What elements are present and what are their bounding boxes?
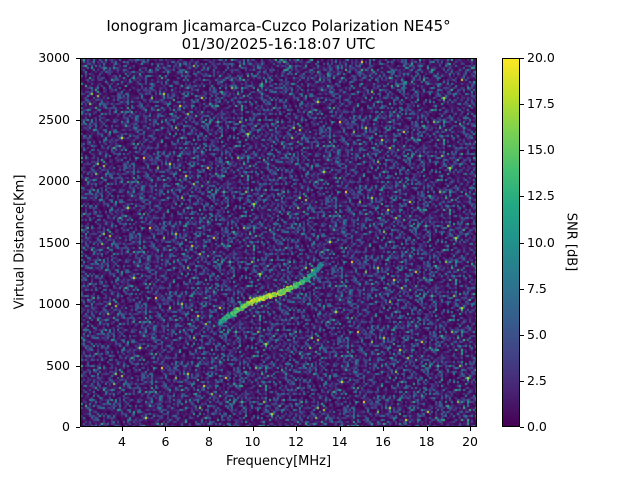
ionogram-heatmap: [81, 59, 476, 426]
colorbar-tick: [520, 104, 524, 106]
title-line: Ionogram Jicamarca-Cuzco Polarization NE…: [106, 17, 451, 35]
x-tick-label: 4: [117, 434, 126, 449]
y-tick-label: 2500: [38, 111, 70, 127]
y-tick: [76, 181, 80, 182]
x-tick-label: 12: [288, 434, 304, 449]
y-axis-label: Virtual Distance[Km]: [12, 174, 28, 310]
colorbar-tick: [520, 196, 524, 198]
y-tick: [76, 242, 80, 244]
x-tick: [470, 427, 472, 431]
x-tick-label: 6: [161, 434, 170, 449]
y-tick-label: 3000: [38, 50, 70, 65]
y-tick: [76, 427, 80, 428]
colorbar-tick: [520, 150, 524, 152]
x-tick-label: 8: [205, 434, 213, 449]
x-tick-label: 20: [462, 434, 478, 449]
chart-title: Ionogram Jicamarca-Cuzco Polarization NE…: [80, 17, 477, 53]
colorbar-tick-label: 17.5: [527, 96, 555, 112]
colorbar-tick-label: 20.0: [527, 50, 555, 65]
x-tick-label: 14: [331, 434, 348, 449]
colorbar-label: SNR [dB]: [563, 212, 579, 272]
colorbar-tick-label: 5.0: [527, 326, 547, 342]
x-tick-label: 18: [418, 434, 435, 449]
y-tick-label: 0: [62, 419, 70, 434]
y-tick-label: 1000: [38, 296, 70, 311]
colorbar-tick-label: 10.0: [527, 234, 555, 250]
colorbar-tick: [520, 334, 524, 336]
x-tick-label: 10: [244, 434, 261, 449]
x-axis-label: Frequency[MHz]: [225, 454, 332, 469]
x-tick: [252, 427, 254, 431]
y-tick-label: 1500: [38, 234, 70, 250]
subtitle-line: 01/30/2025-16:18:07 UTC: [181, 35, 376, 53]
colorbar-tick-label: 2.5: [527, 372, 547, 388]
colorbar-tick: [520, 427, 524, 428]
colorbar-tick: [520, 242, 524, 244]
x-tick: [426, 427, 428, 431]
plot-area: [80, 58, 477, 427]
y-tick: [76, 119, 80, 121]
y-tick: [76, 58, 80, 59]
colorbar-tick: [520, 288, 524, 290]
x-tick: [296, 427, 297, 431]
y-tick-label: 2000: [38, 173, 70, 188]
y-tick-label: 500: [46, 357, 70, 373]
x-tick: [208, 427, 210, 431]
colorbar: [502, 58, 520, 427]
x-tick: [339, 427, 341, 431]
x-tick: [121, 427, 123, 431]
colorbar-tick: [520, 58, 524, 59]
colorbar-tick-label: 0.0: [527, 419, 547, 434]
x-tick: [165, 427, 167, 431]
x-tick-label: 16: [375, 434, 391, 449]
y-tick: [76, 304, 80, 305]
y-tick: [76, 365, 80, 367]
x-tick: [383, 427, 385, 431]
colorbar-tick: [520, 380, 524, 382]
colorbar-tick-label: 12.5: [527, 188, 555, 204]
colorbar-tick-label: 7.5: [527, 280, 547, 296]
colorbar-tick-label: 15.0: [527, 142, 555, 158]
